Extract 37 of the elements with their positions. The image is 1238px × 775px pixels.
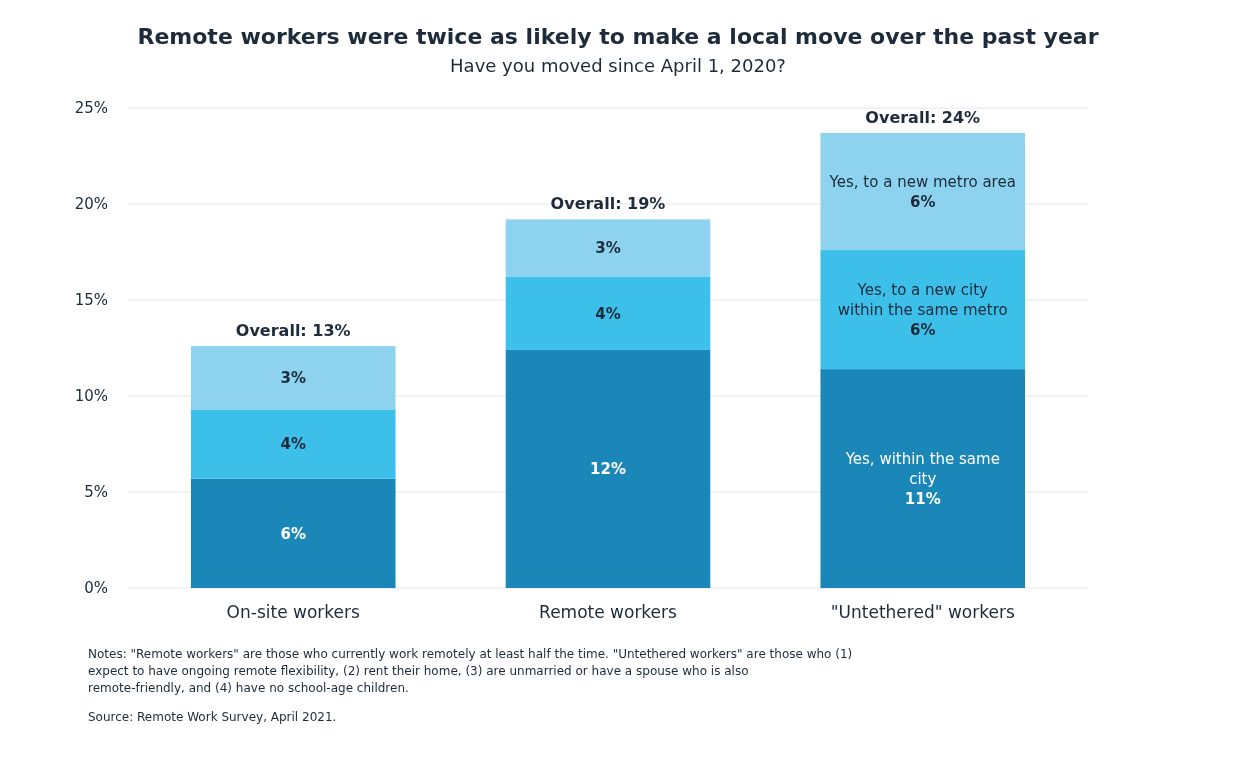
x-tick-label: Remote workers	[539, 602, 678, 622]
x-tick-label: On-site workers	[226, 602, 360, 622]
y-tick-label: 25%	[74, 99, 108, 118]
series-label: Yes, to a new metro area	[828, 172, 1016, 191]
bar	[505, 219, 711, 277]
y-tick-label: 10%	[74, 387, 108, 406]
bar	[190, 346, 396, 410]
x-tick-label: "Untethered" workers	[830, 602, 1015, 622]
data-label: 6%	[280, 524, 306, 543]
bar	[820, 250, 1026, 370]
y-tick-label: 15%	[74, 291, 108, 310]
data-label: 4%	[280, 435, 306, 454]
bar	[820, 132, 1026, 251]
text: Notes: "Remote workers" are those who currently work remotely at least half the time. "Untethered workers" are those who (1) expect to have ongoing remote flexibility, (2) rent their home, (3) are unmarried or have a spouse who is also remote-friendly, and (4) have no school-age children.	[88, 647, 853, 695]
total-label: Overall: 24%	[865, 107, 981, 127]
chart-subtitle: Have you moved since April 1, 2020?	[450, 55, 786, 76]
chart-title: Remote workers were twice as likely to make a local move over the past year	[137, 24, 1099, 49]
series-label: Yes, within the same city	[844, 449, 1000, 488]
source-note: Source: Remote Work Survey, April 2021.	[88, 710, 337, 724]
data-label: 4%	[595, 304, 621, 323]
data-label: 6%	[910, 320, 936, 339]
data-label: 6%	[910, 192, 936, 211]
data-label: 3%	[595, 239, 621, 258]
y-tick-label: 5%	[84, 483, 108, 502]
bar	[505, 276, 711, 350]
series-label: Yes, to a new city within the same metro	[837, 280, 1008, 319]
data-label: 3%	[280, 369, 306, 388]
total-label: Overall: 13%	[235, 321, 351, 341]
total-label: Overall: 19%	[550, 194, 666, 214]
bar	[190, 478, 396, 588]
bar	[820, 369, 1026, 588]
bar	[190, 409, 396, 479]
y-tick-label: 20%	[74, 195, 108, 214]
data-label: 12%	[590, 460, 626, 479]
data-label: 11%	[904, 489, 941, 508]
bar	[505, 349, 711, 588]
y-tick-label: 0%	[84, 579, 108, 598]
